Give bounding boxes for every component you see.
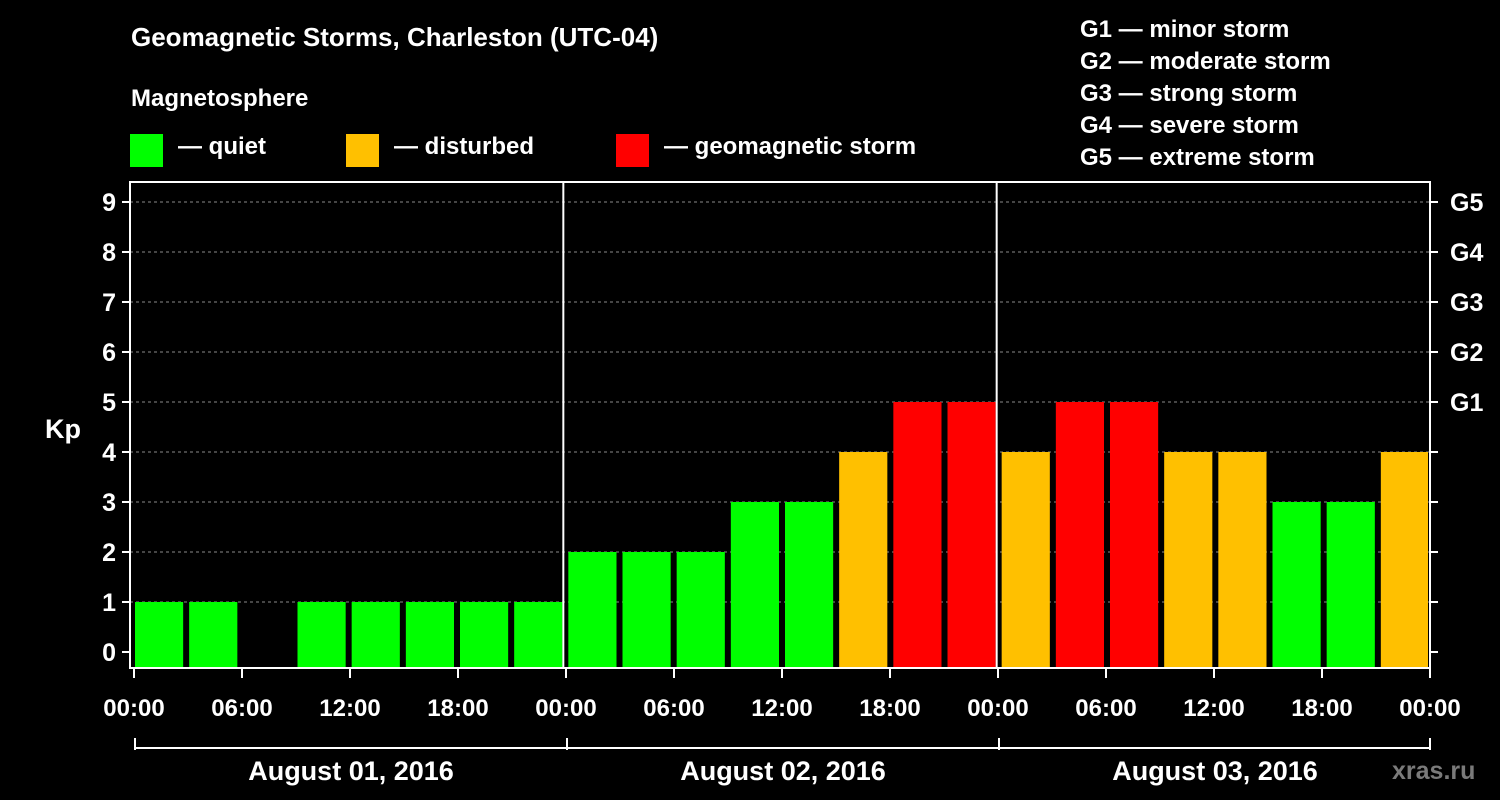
g-scale-label-g3: G3: [1450, 289, 1483, 317]
y-tick-label: 3: [102, 489, 116, 517]
x-tick-label: 00:00: [535, 695, 596, 722]
kp-bar: [297, 602, 346, 668]
legend-label-storm: — geomagnetic storm: [664, 133, 917, 160]
kp-bar: [622, 552, 671, 668]
kp-bar: [1218, 452, 1267, 668]
x-tick-label: 00:00: [103, 695, 164, 722]
legend-label-quiet: — quiet: [178, 133, 266, 160]
y-axis-title: Kp: [45, 414, 81, 444]
y-tick-label: 5: [102, 389, 116, 417]
x-tick-label: 18:00: [1291, 695, 1352, 722]
x-tick-label: 12:00: [751, 695, 812, 722]
y-tick-label: 8: [102, 239, 116, 267]
kp-bar: [1055, 402, 1104, 668]
kp-bar: [351, 602, 400, 668]
x-tick-label: 06:00: [1075, 695, 1136, 722]
legend-swatch-quiet: [130, 134, 163, 167]
g-scale-item-g5: G5 — extreme storm: [1080, 144, 1315, 171]
chart-title: Geomagnetic Storms, Charleston (UTC-04): [131, 22, 659, 52]
kp-bar: [730, 502, 779, 668]
y-tick-label: 9: [102, 189, 116, 217]
g-scale-label-g5: G5: [1450, 189, 1483, 217]
kp-bar: [1110, 402, 1159, 668]
x-tick-label: 12:00: [319, 695, 380, 722]
legend-swatch-storm: [616, 134, 649, 167]
x-tick-label: 00:00: [967, 695, 1028, 722]
x-tick-label: 00:00: [1399, 695, 1460, 722]
kp-bar: [947, 402, 996, 668]
day-label: August 03, 2016: [1112, 756, 1318, 786]
g-scale-list: G1 — minor storm G2 — moderate storm G3 …: [1080, 14, 1331, 174]
y-tick-label: 7: [102, 289, 116, 317]
kp-bar: [893, 402, 942, 668]
y-tick-label: 6: [102, 339, 116, 367]
kp-bar: [785, 502, 834, 668]
g-scale-label-g1: G1: [1450, 389, 1483, 417]
kp-bar: [460, 602, 509, 668]
y-tick-label: 4: [102, 439, 116, 467]
kp-bar: [1164, 452, 1213, 668]
y-tick-label: 1: [102, 589, 116, 617]
x-tick-label: 18:00: [859, 695, 920, 722]
kp-bar: [135, 602, 184, 668]
legend-heading: Magnetosphere: [131, 85, 309, 112]
legend-label-disturbed: — disturbed: [394, 133, 535, 160]
day-label: August 02, 2016: [680, 756, 886, 786]
kp-bar: [676, 552, 725, 668]
kp-bar: [1326, 502, 1375, 668]
kp-bar: [405, 602, 454, 668]
x-tick-label: 18:00: [427, 695, 488, 722]
g-scale-label-g2: G2: [1450, 339, 1483, 367]
day-label: August 01, 2016: [248, 756, 454, 786]
watermark: xras.ru: [1392, 757, 1476, 785]
y-tick-label: 2: [102, 539, 116, 567]
x-tick-label: 06:00: [211, 695, 272, 722]
y-tick-label: 0: [102, 639, 116, 667]
kp-bar: [568, 552, 617, 668]
kp-bar: [1001, 452, 1050, 668]
kp-bar: [1272, 502, 1321, 668]
g-scale-item-g2: G2 — moderate storm: [1080, 48, 1331, 75]
legend-swatch-disturbed: [346, 134, 379, 167]
x-tick-label: 06:00: [643, 695, 704, 722]
x-tick-label: 12:00: [1183, 695, 1244, 722]
g-scale-item-g3: G3 — strong storm: [1080, 80, 1298, 107]
kp-bar: [514, 602, 563, 668]
g-scale-label-g4: G4: [1450, 239, 1483, 267]
kp-bar: [1380, 452, 1428, 668]
kp-bar: [839, 452, 888, 668]
kp-bar: [189, 602, 238, 668]
g-scale-item-g4: G4 — severe storm: [1080, 112, 1299, 139]
g-scale-item-g1: G1 — minor storm: [1080, 16, 1290, 43]
plot-frame: [129, 181, 1431, 669]
